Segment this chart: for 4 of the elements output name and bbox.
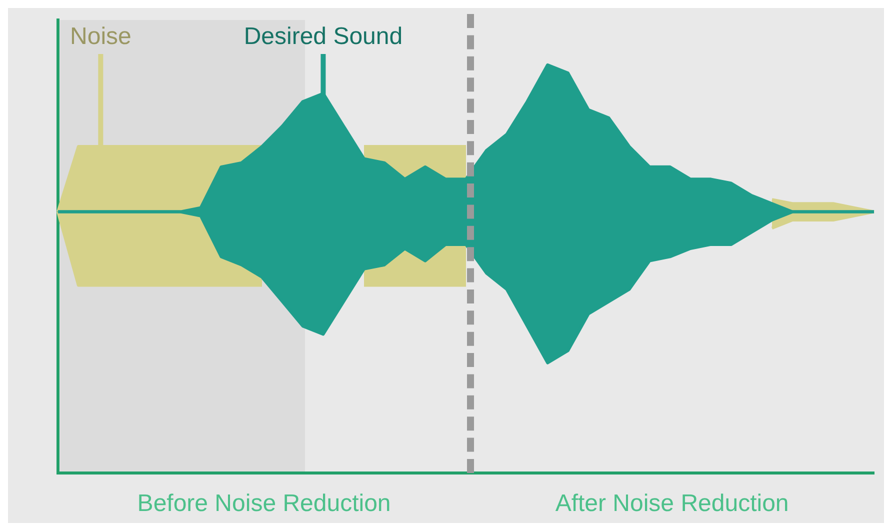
text: Noise	[70, 23, 132, 50]
text: Before Noise Reduction	[137, 490, 391, 517]
text: After Noise Reduction	[555, 490, 789, 517]
text: Desired Sound	[244, 23, 403, 50]
